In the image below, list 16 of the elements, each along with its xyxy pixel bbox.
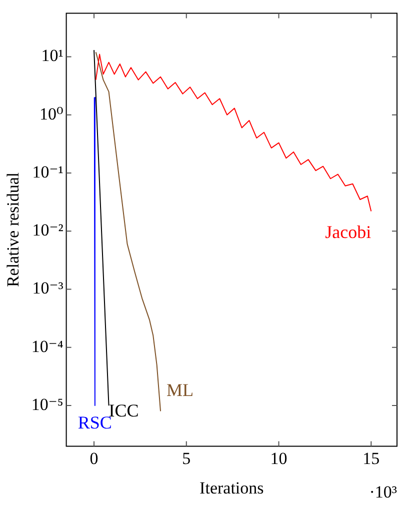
y-tick-label: 10⁻² [32,220,64,240]
x-tick-label: 15 [362,448,380,468]
series-label: Jacobi [325,222,372,242]
x-tick-label: 5 [182,448,191,468]
y-tick-label: 10⁻¹ [32,162,64,182]
y-tick-label: 10¹ [41,46,64,66]
text: ·10³ [369,482,397,502]
x-tick-label: 0 [90,448,98,468]
y-tick-label: 10⁻⁴ [31,336,64,356]
y-axis-title: Relative residual [4,172,23,288]
x-tick-label: 10 [270,448,288,468]
y-tick-label: 10⁻³ [32,278,64,298]
series-label: ML [166,380,194,400]
y-tick-label: 10⁻⁵ [31,395,64,414]
x-axis-title: Iterations [200,478,264,498]
y-tick-label: 10⁰ [39,104,64,124]
